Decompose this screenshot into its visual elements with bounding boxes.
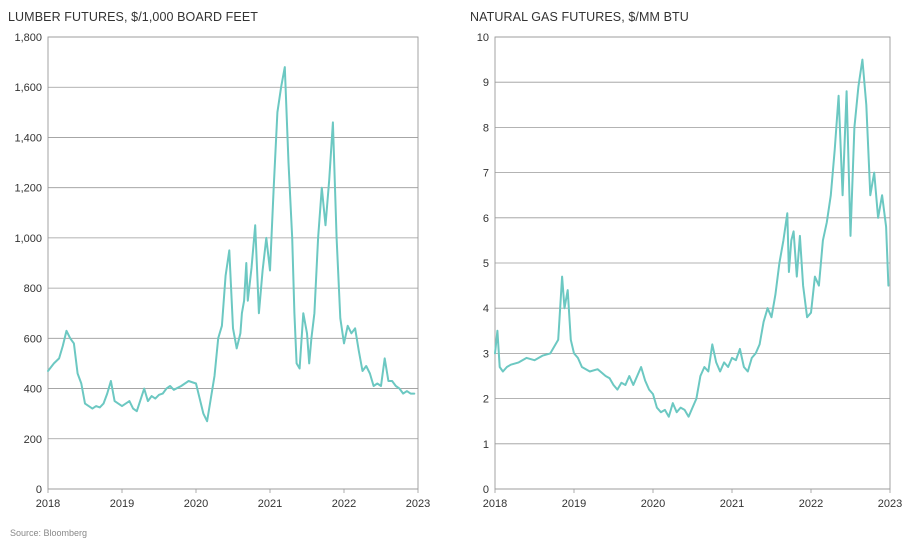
lumber-y-tick-label: 1,600	[14, 82, 42, 94]
lumber-y-tick-label: 0	[36, 484, 42, 496]
natgas-x-tick-label: 2022	[799, 498, 823, 510]
natgas-y-tick-label: 9	[483, 77, 489, 89]
natgas-y-tick-label: 10	[477, 32, 489, 44]
lumber-x-tick-label: 2018	[36, 498, 60, 510]
natgas-y-tick-label: 4	[483, 303, 489, 315]
lumber-x-tick-label: 2021	[258, 498, 282, 510]
natgas-y-tick-label: 3	[483, 348, 489, 360]
lumber-y-tick-label: 1,800	[14, 32, 42, 44]
lumber-y-tick-label: 1,200	[14, 183, 42, 195]
lumber-x-tick-label: 2019	[110, 498, 134, 510]
lumber-y-tick-label: 600	[24, 333, 42, 345]
natgas-y-tick-label: 6	[483, 213, 489, 225]
natgas-y-tick-label: 7	[483, 168, 489, 180]
natgas-x-tick-label: 2023	[878, 498, 902, 510]
natgas-x-tick-label: 2020	[641, 498, 665, 510]
lumber-y-tick-label: 1,000	[14, 233, 42, 245]
lumber-y-tick-label: 200	[24, 434, 42, 446]
natgas-y-tick-label: 5	[483, 258, 489, 270]
natgas-x-tick-label: 2018	[483, 498, 507, 510]
lumber-y-tick-label: 800	[24, 283, 42, 295]
lumber-x-tick-label: 2023	[406, 498, 430, 510]
natgas-plot-frame	[494, 36, 891, 490]
natural-gas-futures-chart: 0 1 2 3 4 5 6 7 8 9 10 2018 2019 2020 2021 2022 2023	[477, 32, 902, 510]
lumber-futures-chart: 0 200 400 600 800 1,000 1,200 1,400 1,600 1,800 20…	[14, 32, 430, 510]
source-note: Source: Bloomberg	[10, 528, 88, 538]
natgas-chart-title: NATURAL GAS FUTURES, $/MM BTU	[470, 10, 689, 24]
natgas-y-tick-label: 0	[483, 484, 489, 496]
natgas-series-line	[494, 58, 890, 418]
lumber-chart-title: LUMBER FUTURES, $/1,000 BOARD FEET	[8, 10, 258, 24]
lumber-plot-frame	[47, 36, 419, 490]
natgas-y-tick-label: 8	[483, 122, 489, 134]
lumber-series-line	[47, 66, 416, 423]
lumber-y-tick-label: 1,400	[14, 132, 42, 144]
natgas-x-tick-label: 2021	[720, 498, 744, 510]
lumber-x-tick-label: 2020	[184, 498, 208, 510]
natgas-y-tick-label: 1	[483, 439, 489, 451]
lumber-x-tick-label: 2022	[332, 498, 356, 510]
lumber-y-tick-label: 400	[24, 384, 42, 396]
natgas-y-tick-label: 2	[483, 394, 489, 406]
natgas-x-tick-label: 2019	[562, 498, 586, 510]
